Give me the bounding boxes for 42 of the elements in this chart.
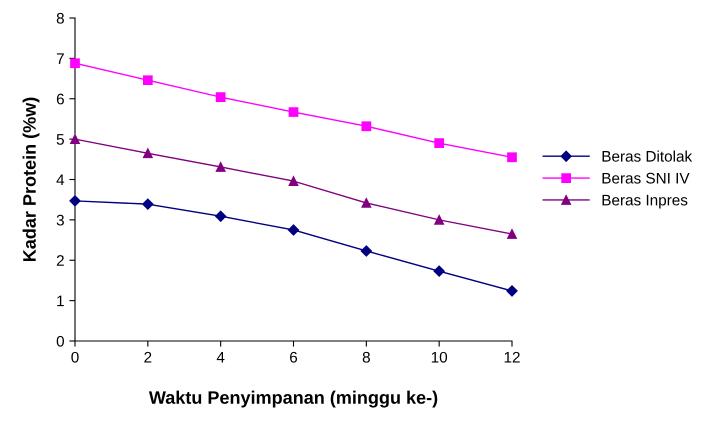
y-tick-label: 7	[56, 53, 64, 64]
point	[142, 75, 153, 86]
legend-label: Beras SNI IV	[602, 172, 690, 184]
y-tick-label: 3	[56, 214, 64, 226]
point	[142, 148, 153, 158]
y-tick-label: 1	[57, 296, 64, 306]
point	[361, 198, 372, 208]
y-tick-label: 8	[56, 12, 64, 24]
point	[216, 92, 226, 102]
x-tick-label: 10	[432, 352, 448, 363]
x-tick-label: 0	[71, 352, 79, 363]
point	[361, 121, 372, 132]
x-tick-label: 2	[144, 352, 152, 362]
point	[70, 58, 80, 68]
point	[288, 176, 298, 186]
x-tick-label: 8	[362, 352, 370, 363]
point	[69, 195, 81, 207]
point	[360, 245, 372, 257]
y-tick-label: 4	[56, 174, 64, 186]
y-tick-label: 0	[56, 336, 64, 347]
x-tick-label: 4	[216, 352, 224, 362]
point	[434, 138, 444, 148]
point	[507, 152, 517, 162]
point	[215, 210, 226, 222]
point	[216, 162, 226, 172]
point	[507, 229, 517, 239]
point	[70, 134, 80, 144]
point	[434, 215, 444, 225]
x-tick-label: 6	[290, 352, 298, 363]
x-axis-title: Waktu Penyimpanan (minggu ke-)	[148, 390, 438, 408]
y-axis-title: Kadar Protein (%w)	[22, 98, 40, 262]
x-tick-label: 12	[504, 352, 520, 362]
y-tick-label: 5	[56, 134, 64, 145]
point	[288, 224, 300, 236]
point	[288, 107, 298, 117]
y-tick-label: 2	[56, 255, 64, 266]
legend-label: Beras Inpres	[602, 194, 688, 208]
y-tick-label: 6	[56, 94, 64, 104]
point	[434, 266, 445, 277]
point	[506, 285, 518, 297]
legend-label: Beras Ditolak	[602, 150, 692, 162]
point	[142, 198, 154, 210]
